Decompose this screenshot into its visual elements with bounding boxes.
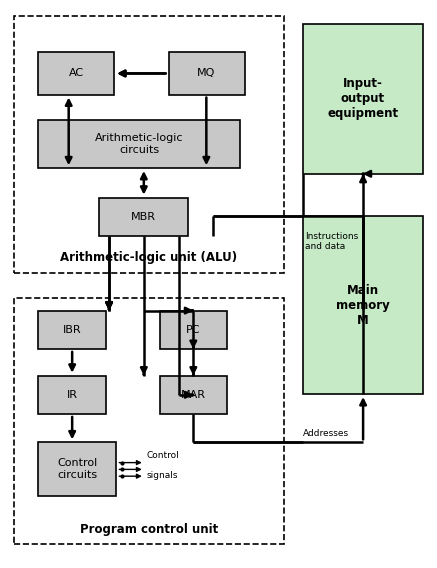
FancyBboxPatch shape (38, 120, 240, 168)
Text: MBR: MBR (131, 212, 156, 222)
Text: IBR: IBR (62, 325, 81, 335)
FancyBboxPatch shape (99, 198, 188, 236)
Text: Instructions
and data: Instructions and data (305, 232, 359, 251)
Text: Addresses: Addresses (303, 429, 349, 438)
Text: MQ: MQ (198, 69, 216, 78)
Text: Arithmetic-logic
circuits: Arithmetic-logic circuits (95, 133, 184, 155)
FancyBboxPatch shape (160, 311, 227, 349)
Text: MAR: MAR (181, 390, 206, 400)
Text: Input-
output
equipment: Input- output equipment (327, 77, 399, 120)
FancyBboxPatch shape (303, 216, 423, 394)
FancyBboxPatch shape (169, 52, 245, 95)
Text: signals: signals (147, 470, 178, 479)
FancyBboxPatch shape (38, 52, 114, 95)
FancyBboxPatch shape (160, 375, 227, 414)
FancyBboxPatch shape (38, 442, 116, 496)
FancyBboxPatch shape (38, 375, 106, 414)
Text: Control
circuits: Control circuits (57, 458, 97, 480)
Text: Arithmetic-logic unit (ALU): Arithmetic-logic unit (ALU) (60, 251, 238, 264)
FancyBboxPatch shape (38, 311, 106, 349)
Text: Control: Control (147, 451, 180, 460)
Text: Main
memory
M: Main memory M (336, 283, 390, 327)
FancyBboxPatch shape (303, 24, 423, 174)
Text: PC: PC (186, 325, 201, 335)
Text: Program control unit: Program control unit (80, 523, 218, 536)
Text: AC: AC (69, 69, 84, 78)
Text: IR: IR (66, 390, 77, 400)
